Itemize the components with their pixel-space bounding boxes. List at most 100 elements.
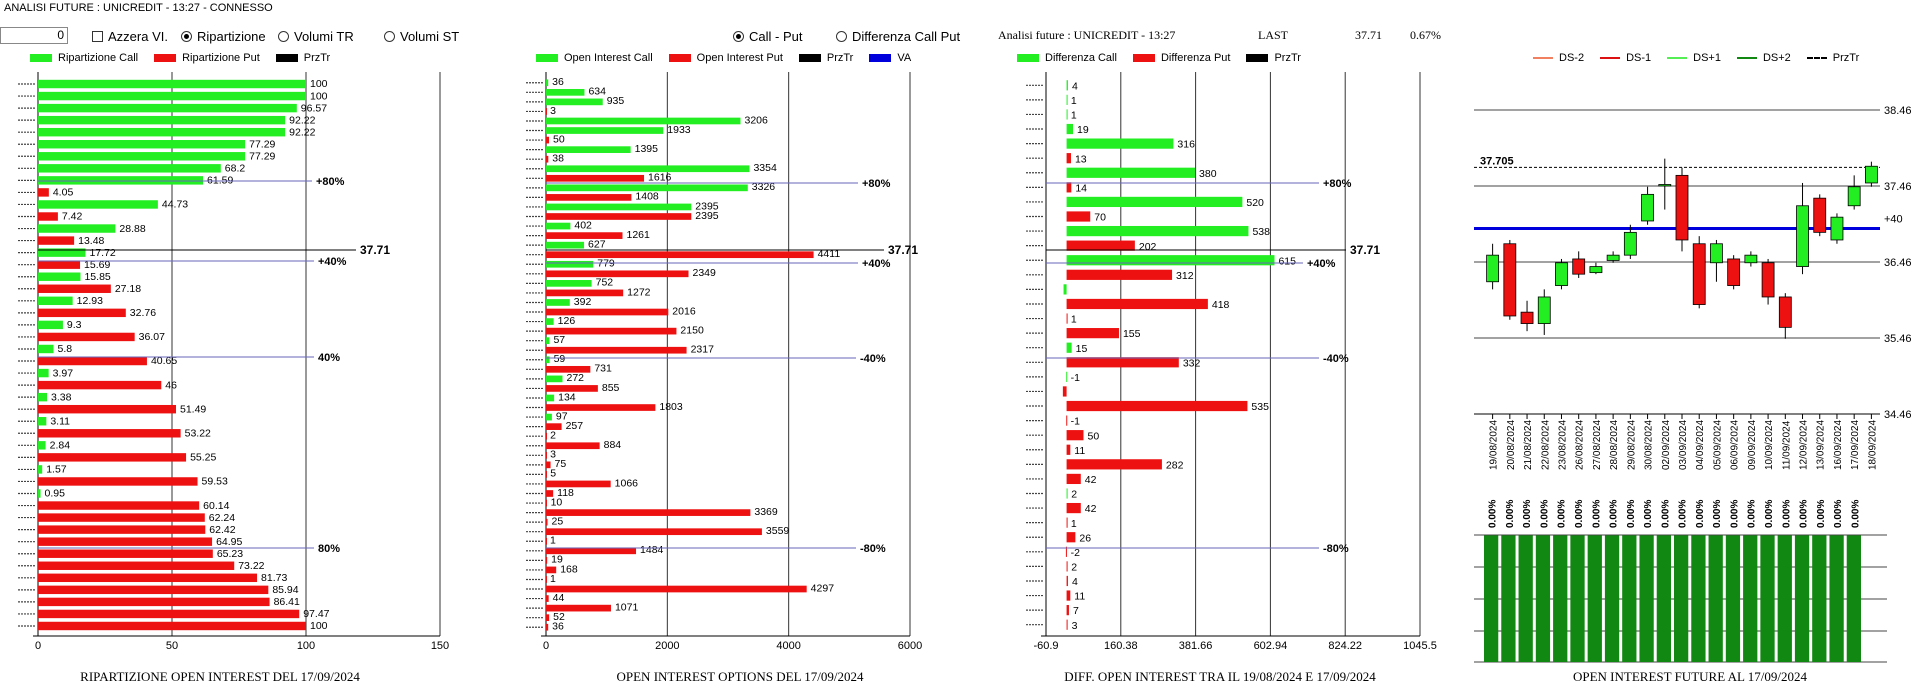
candle-body <box>1537 296 1551 324</box>
bar <box>1062 386 1067 397</box>
bar-label: 10 <box>551 496 563 508</box>
bar-label: 168 <box>560 563 578 575</box>
oi-bar <box>1846 535 1861 662</box>
bar <box>38 501 200 510</box>
bar <box>546 375 563 383</box>
level-label: -80% <box>1323 543 1349 555</box>
legend-item: Ripartizione Call <box>30 52 138 64</box>
radio-ripartizione[interactable]: Ripartizione <box>181 29 266 44</box>
bar-label: 13.48 <box>78 235 104 247</box>
bar <box>546 260 594 268</box>
bar-label: 1803 <box>659 401 683 413</box>
radio-call-put[interactable]: Call - Put <box>733 29 802 44</box>
bar-label: 27.18 <box>115 283 141 295</box>
radio-icon[interactable] <box>278 31 289 42</box>
oi-bar <box>1829 535 1844 662</box>
date-label: 12/09/2024 <box>1799 420 1810 470</box>
bar <box>38 296 73 306</box>
radio-volumi-tr[interactable]: Volumi TR <box>278 29 354 44</box>
level-label: +40% <box>862 258 891 270</box>
bar <box>38 489 41 498</box>
volumi-st-label: Volumi ST <box>400 29 460 44</box>
legend-item: DS+1 <box>1667 52 1721 64</box>
legend-swatch <box>1017 54 1039 62</box>
bar <box>546 299 570 306</box>
legend-item: DS+2 <box>1736 52 1791 64</box>
bar <box>1066 444 1071 455</box>
spin-input[interactable]: 0 <box>0 27 68 44</box>
x-tick-label: 160.38 <box>1104 640 1138 652</box>
date-label: 22/08/2024 <box>1540 420 1551 470</box>
diff-call-put-label: Differenza Call Put <box>852 29 961 44</box>
azzera-checkbox[interactable]: Azzera VI. <box>92 29 168 44</box>
radio-diff-call-put[interactable]: Differenza Call Put <box>836 29 960 44</box>
oi-bar <box>1604 535 1620 662</box>
oi-bar-label: 0.00% <box>1781 500 1792 528</box>
date-label: 27/08/2024 <box>1592 420 1603 470</box>
legend-text: DS+1 <box>1693 52 1721 64</box>
level-label: +80% <box>1323 178 1352 190</box>
bar <box>1066 619 1068 630</box>
legend-item: Differenza Call <box>1017 52 1117 64</box>
bar <box>38 513 205 522</box>
date-label: 21/08/2024 <box>1523 420 1534 470</box>
checkbox-icon[interactable] <box>92 31 103 42</box>
bar <box>546 213 692 220</box>
date-label: 02/09/2024 <box>1661 420 1672 470</box>
caption-panel-1: RIPARTIZIONE OPEN INTEREST DEL 17/09/202… <box>80 669 360 684</box>
bar <box>1066 459 1162 470</box>
bar <box>546 146 631 153</box>
right-level-label: +40 <box>1884 214 1903 226</box>
candle-body <box>1864 165 1878 184</box>
bar <box>546 451 547 459</box>
radio-icon[interactable] <box>836 31 847 42</box>
bar <box>38 332 135 342</box>
legend-text: Differenza Put <box>1160 52 1231 64</box>
bar <box>546 442 600 450</box>
bar <box>546 79 549 87</box>
bar-label: 1.57 <box>46 464 67 476</box>
bar-label: 3.11 <box>50 415 70 427</box>
bar-label: 3.97 <box>53 367 74 379</box>
bar-label: 134 <box>558 391 576 403</box>
bar-label: 1 <box>550 535 556 547</box>
legend-text: PrzTr <box>826 52 854 64</box>
legend-text: VA <box>897 52 912 64</box>
bar-label: 36 <box>552 76 564 88</box>
radio-selected-icon[interactable] <box>181 31 192 42</box>
bar-label: 59 <box>554 353 566 365</box>
bar-label: 60.14 <box>203 500 229 512</box>
oi-bar <box>1725 535 1741 662</box>
candle-body <box>1486 254 1500 283</box>
legend-item: VA <box>869 52 911 64</box>
oi-bar <box>1639 535 1654 662</box>
bar <box>1066 473 1081 485</box>
ripartizione-label: Ripartizione <box>197 29 266 44</box>
x-tick-label: 0 <box>543 640 549 652</box>
oi-bar-label: 0.00% <box>1574 500 1585 528</box>
radio-volumi-st[interactable]: Volumi ST <box>384 29 459 44</box>
legend-item: PrzTr <box>275 52 330 64</box>
oi-bar-label: 0.00% <box>1522 500 1533 528</box>
spin-control[interactable]: 0 <box>0 27 68 44</box>
oi-bar <box>1570 535 1585 662</box>
bar-label: 2150 <box>680 324 704 336</box>
bar <box>546 327 677 335</box>
bar <box>1066 328 1119 339</box>
bar-label: 2395 <box>695 210 719 222</box>
radio-selected-icon[interactable] <box>733 31 744 42</box>
bar-label: 5 <box>550 468 556 480</box>
bar <box>1066 153 1071 164</box>
bar <box>1065 546 1067 557</box>
bar <box>38 91 306 101</box>
bar <box>1066 255 1275 266</box>
bar-label: 3326 <box>752 181 776 193</box>
bar-label: 402 <box>574 219 592 231</box>
bar-label: 615 <box>1278 255 1296 267</box>
bar <box>546 432 547 440</box>
candle-body <box>1710 243 1723 264</box>
radio-icon[interactable] <box>384 31 395 42</box>
bar <box>38 79 306 89</box>
oi-bar-label: 0.00% <box>1729 500 1740 528</box>
bar-label: 155 <box>1123 328 1141 340</box>
